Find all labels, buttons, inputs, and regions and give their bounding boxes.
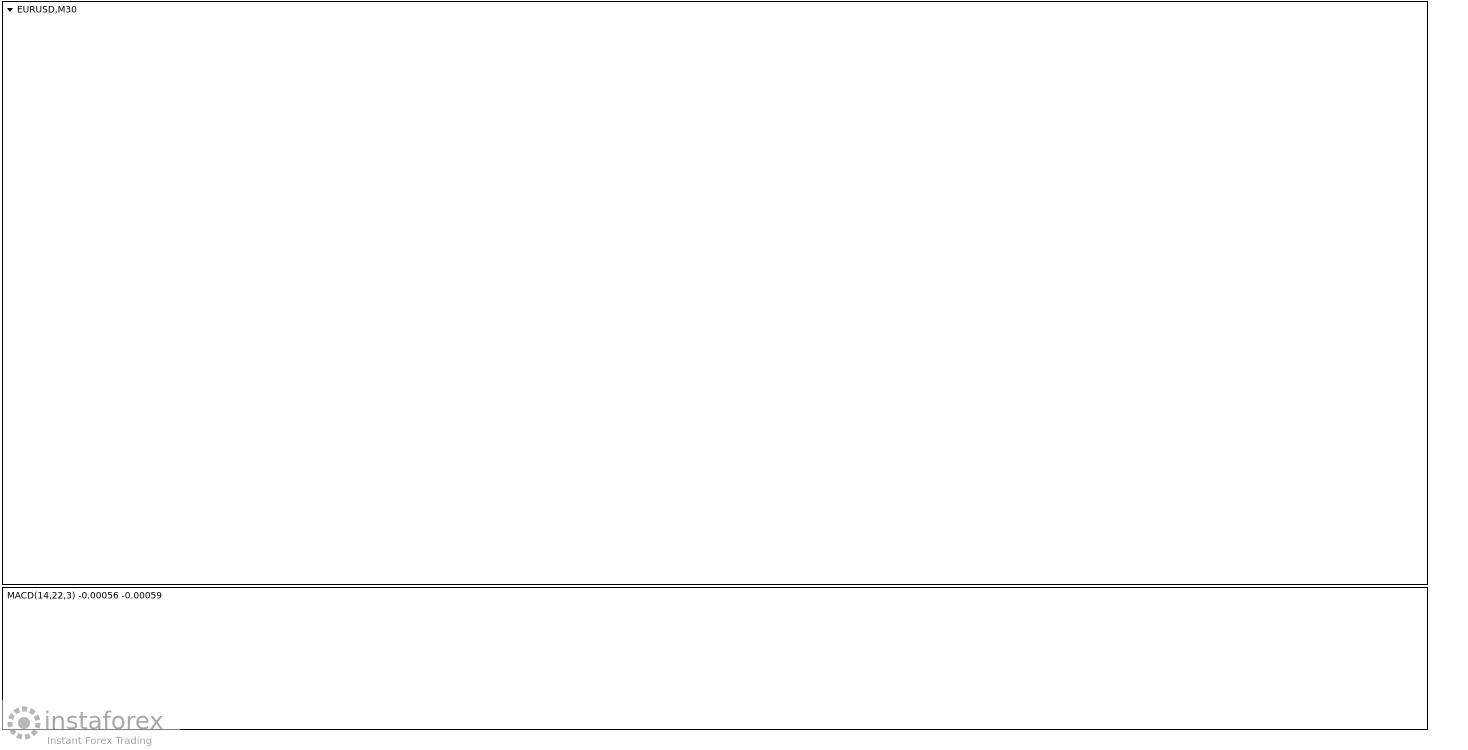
symbol-menu-arrow (7, 8, 13, 12)
watermark-icon (7, 706, 41, 740)
macd-panel-frame (2, 587, 1428, 730)
watermark-tagline: Instant Forex Trading (47, 736, 152, 747)
price-panel-frame (2, 1, 1428, 585)
watermark: instaforex Instant Forex Trading (0, 700, 180, 750)
watermark-backdrop (0, 700, 180, 750)
symbol-title: EURUSD,M30 (17, 6, 77, 16)
watermark-icon-core (18, 717, 30, 729)
watermark-brand: instaforex (44, 707, 164, 735)
macd-title: MACD(14,22,3) -0.00056 -0.00059 (7, 592, 162, 602)
